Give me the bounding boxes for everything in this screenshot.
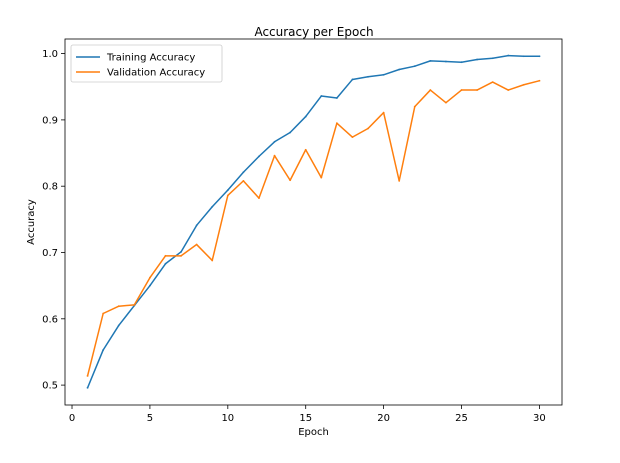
data-point bbox=[522, 55, 525, 58]
x-tick-label: 25 bbox=[455, 413, 468, 424]
y-tick-label: 0.8 bbox=[42, 182, 58, 193]
data-point bbox=[429, 89, 432, 91]
x-tick-label: 20 bbox=[377, 413, 390, 424]
x-tick-label: 15 bbox=[299, 413, 312, 424]
series-line-training bbox=[86, 54, 541, 389]
data-point bbox=[133, 303, 136, 306]
y-tick-label: 0.6 bbox=[42, 314, 58, 325]
axis-ticks: 0 5 10 15 20 25 30 0.5 0.6 0.7 0.8 0.9 1.0 bbox=[42, 49, 546, 424]
data-point bbox=[351, 136, 354, 139]
data-point bbox=[211, 259, 214, 262]
data-point bbox=[538, 79, 541, 82]
data-point bbox=[335, 97, 338, 99]
plot-area bbox=[64, 38, 563, 406]
data-point bbox=[86, 374, 89, 377]
data-point bbox=[367, 127, 369, 130]
data-point bbox=[289, 179, 292, 182]
data-point bbox=[242, 171, 245, 174]
data-point bbox=[476, 89, 478, 91]
legend-label: Training Accuracy bbox=[106, 53, 195, 64]
data-point bbox=[180, 254, 182, 257]
data-point bbox=[304, 115, 307, 118]
data-point bbox=[382, 111, 385, 114]
data-point bbox=[242, 179, 245, 182]
data-point bbox=[367, 75, 369, 78]
data-point bbox=[335, 122, 338, 125]
x-tick-label: 0 bbox=[69, 413, 75, 424]
data-point bbox=[164, 254, 167, 257]
data-point bbox=[413, 105, 416, 108]
data-point bbox=[320, 176, 323, 179]
y-axis-label: Accuracy bbox=[26, 199, 37, 245]
data-point bbox=[476, 58, 478, 61]
series-layer bbox=[86, 54, 541, 389]
data-point bbox=[445, 60, 447, 63]
data-point bbox=[460, 89, 463, 91]
data-point bbox=[491, 57, 494, 60]
data-point bbox=[273, 140, 276, 143]
data-point bbox=[117, 305, 120, 308]
legend-box bbox=[70, 44, 223, 83]
y-tick-label: 0.5 bbox=[42, 381, 58, 392]
data-point bbox=[429, 59, 432, 62]
data-point bbox=[211, 205, 214, 208]
data-point bbox=[538, 55, 541, 58]
data-point bbox=[164, 262, 167, 265]
data-point bbox=[149, 284, 151, 287]
x-tick-label: 30 bbox=[533, 413, 546, 424]
plot-frame bbox=[64, 38, 563, 406]
data-point bbox=[226, 189, 229, 192]
x-tick-label: 10 bbox=[221, 413, 234, 424]
data-point bbox=[460, 61, 463, 64]
data-point bbox=[382, 73, 385, 76]
chart-title: Accuracy per Epoch bbox=[254, 25, 373, 39]
data-point bbox=[398, 68, 401, 71]
data-point bbox=[117, 324, 120, 327]
x-tick-label: 5 bbox=[147, 413, 153, 424]
data-point bbox=[507, 89, 510, 91]
data-point bbox=[180, 250, 182, 253]
data-point bbox=[289, 131, 292, 134]
x-axis-label: Epoch bbox=[298, 427, 329, 438]
data-point bbox=[102, 312, 105, 315]
legend: Training Accuracy Validation Accuracy bbox=[70, 44, 223, 83]
data-point bbox=[226, 194, 229, 197]
data-point bbox=[258, 197, 260, 200]
data-point bbox=[304, 148, 307, 151]
data-point bbox=[86, 386, 89, 389]
data-point bbox=[149, 276, 151, 279]
data-point bbox=[102, 349, 105, 351]
data-point bbox=[195, 243, 198, 246]
data-point bbox=[273, 154, 276, 157]
data-point bbox=[522, 83, 525, 86]
data-point bbox=[507, 54, 510, 57]
y-tick-label: 0.9 bbox=[42, 115, 58, 126]
data-point bbox=[445, 101, 447, 104]
data-point bbox=[195, 224, 198, 227]
y-tick-label: 1.0 bbox=[42, 49, 58, 60]
legend-label: Validation Accuracy bbox=[107, 68, 205, 79]
data-point bbox=[413, 65, 416, 68]
data-point bbox=[351, 78, 354, 81]
data-point bbox=[258, 155, 260, 158]
series-line-validation bbox=[86, 79, 541, 377]
data-point bbox=[491, 81, 494, 83]
data-point bbox=[398, 179, 401, 182]
y-tick-label: 0.7 bbox=[42, 248, 58, 259]
data-point bbox=[320, 95, 323, 97]
